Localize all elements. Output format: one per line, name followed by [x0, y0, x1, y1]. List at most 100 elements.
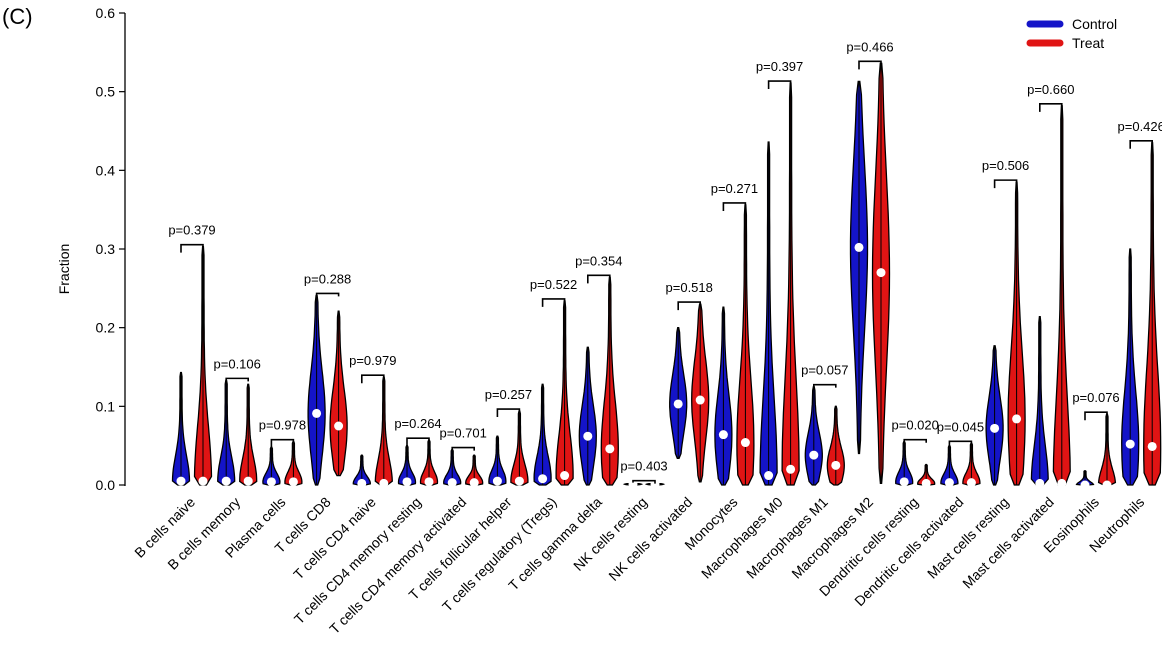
control-median-point	[221, 476, 231, 486]
x-tick-label: NK cells activated	[605, 494, 695, 584]
treat-median-point	[876, 268, 886, 278]
significance-bracket	[677, 301, 701, 311]
x-tick-label: Macrophages M0	[698, 494, 786, 582]
treat-median-point	[560, 471, 570, 481]
treat-median-point	[831, 460, 841, 470]
control-median-point	[583, 431, 593, 441]
y-tick-label: 0.5	[96, 84, 116, 100]
significance-bracket	[541, 298, 566, 307]
treat-median-point	[650, 479, 660, 489]
legend-label-treat: Treat	[1072, 35, 1104, 51]
y-tick-label: 0.6	[96, 5, 116, 21]
control-median-point	[176, 476, 186, 486]
p-value-label: p=0.264	[394, 416, 441, 431]
significance-bracket	[722, 202, 747, 211]
significance-bracket	[948, 440, 973, 446]
control-median-point	[492, 476, 502, 486]
control-median-point	[764, 471, 774, 481]
significance-bracket	[993, 179, 1018, 189]
p-value-label: p=0.660	[1027, 82, 1074, 97]
treat-median-point	[921, 478, 931, 488]
x-tick-label: Macrophages M1	[743, 494, 831, 582]
control-median-point	[628, 479, 638, 489]
y-axis-label: Fraction	[56, 244, 72, 295]
control-median-point	[718, 430, 728, 440]
p-value-label: p=0.978	[259, 418, 306, 433]
p-value-label: p=0.271	[711, 181, 758, 196]
control-median-point	[447, 478, 457, 488]
significance-bracket	[1039, 103, 1063, 112]
control-median-point	[402, 477, 412, 487]
treat-median-point	[966, 478, 976, 488]
y-tick-label: 0.0	[96, 477, 116, 493]
treat-median-point	[243, 476, 253, 486]
p-value-label: p=0.701	[440, 426, 487, 441]
control-median-point	[944, 478, 954, 488]
p-value-label: p=0.506	[982, 158, 1029, 173]
significance-bracket	[270, 438, 295, 448]
significance-bracket	[813, 383, 837, 388]
x-tick-label: Macrophages M2	[788, 494, 876, 582]
y-tick-label: 0.3	[96, 241, 116, 257]
significance-bracket	[632, 479, 656, 484]
control-median-point	[538, 474, 548, 484]
p-value-label: p=0.979	[349, 353, 396, 368]
control-median-point	[357, 478, 367, 488]
p-value-label: p=0.466	[846, 39, 893, 54]
p-value-label: p=0.426	[1118, 119, 1162, 134]
control-median-point	[673, 399, 683, 409]
p-value-label: p=0.518	[666, 280, 713, 295]
control-median-point	[1035, 478, 1045, 488]
significance-bracket	[1129, 140, 1153, 149]
significance-bracket	[496, 408, 521, 418]
significance-bracket	[903, 438, 927, 443]
control-median-point	[1125, 439, 1135, 449]
control-median-point	[312, 408, 322, 418]
treat-median-point	[1012, 414, 1022, 424]
treat-median-point	[379, 478, 389, 488]
significance-bracket	[315, 292, 340, 297]
treat-median-point	[469, 478, 479, 488]
significance-bracket	[858, 60, 882, 70]
treat-median-point	[605, 444, 615, 454]
treat-median-point	[334, 421, 344, 431]
treat-median-point	[1102, 480, 1112, 490]
p-value-label: p=0.057	[801, 363, 848, 378]
treat-median-point	[514, 476, 524, 486]
p-value-label: p=0.257	[485, 387, 532, 402]
p-value-label: p=0.076	[1072, 390, 1119, 405]
legend-label-control: Control	[1072, 16, 1117, 32]
y-tick-label: 0.4	[96, 162, 116, 178]
p-value-label: p=0.020	[892, 418, 939, 433]
treat-median-point	[1057, 478, 1067, 488]
significance-bracket	[361, 374, 385, 384]
control-median-point	[854, 242, 864, 252]
p-value-label: p=0.045	[937, 419, 984, 434]
p-value-label: p=0.106	[214, 356, 261, 371]
y-tick-label: 0.1	[96, 398, 116, 414]
significance-bracket	[767, 80, 792, 90]
control-median-point	[1080, 480, 1090, 490]
treat-median-point	[1147, 441, 1157, 451]
control-median-point	[266, 477, 276, 487]
p-value-label: p=0.354	[575, 253, 622, 268]
treat-median-point	[198, 476, 208, 486]
treat-median-point	[288, 477, 298, 487]
control-median-point	[990, 423, 1000, 433]
significance-bracket	[1084, 411, 1108, 421]
x-tick-label: T cells CD4 naive	[290, 494, 379, 583]
control-median-point	[809, 450, 819, 460]
significance-bracket	[587, 274, 611, 284]
p-value-label: p=0.522	[530, 277, 577, 292]
panel-label: (C)	[2, 4, 33, 29]
treat-median-point	[424, 477, 434, 487]
p-value-label: p=0.379	[168, 223, 215, 238]
significance-bracket	[180, 243, 204, 253]
treat-median-point	[695, 395, 705, 405]
significance-bracket	[225, 377, 249, 382]
p-value-label: p=0.403	[620, 459, 667, 474]
significance-bracket	[406, 437, 430, 446]
treat-median-point	[786, 464, 796, 474]
x-tick-label: Mast cells resting	[924, 494, 1012, 582]
